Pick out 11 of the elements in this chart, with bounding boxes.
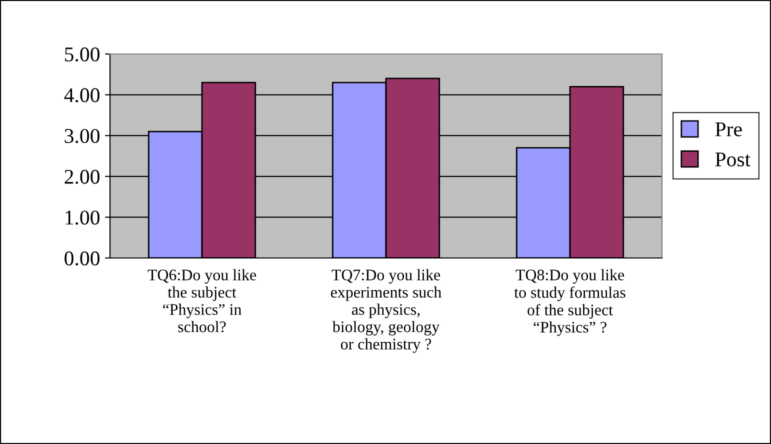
y-tick-label: 2.00 [64, 170, 100, 184]
x-tick-label: TQ8:Do you like to study formulas of the subject “Physics” ? [514, 269, 626, 336]
y-tick-label: 5.00 [65, 47, 100, 62]
x-tick-label: TQ7:Do you like experiments such as physics, biology, geology or chemistry ? [330, 269, 442, 353]
legend-label: Post [715, 152, 750, 166]
x-tick-label: TQ6:Do you like the subject “Physics” in school? [148, 269, 256, 332]
y-tick-label: 4.00 [64, 88, 100, 102]
legend-label: Pre [715, 122, 742, 136]
y-tick-label: 0.00 [64, 251, 100, 266]
y-tick-label: 1.00 [66, 210, 100, 225]
y-tick-label: 3.00 [64, 128, 100, 144]
